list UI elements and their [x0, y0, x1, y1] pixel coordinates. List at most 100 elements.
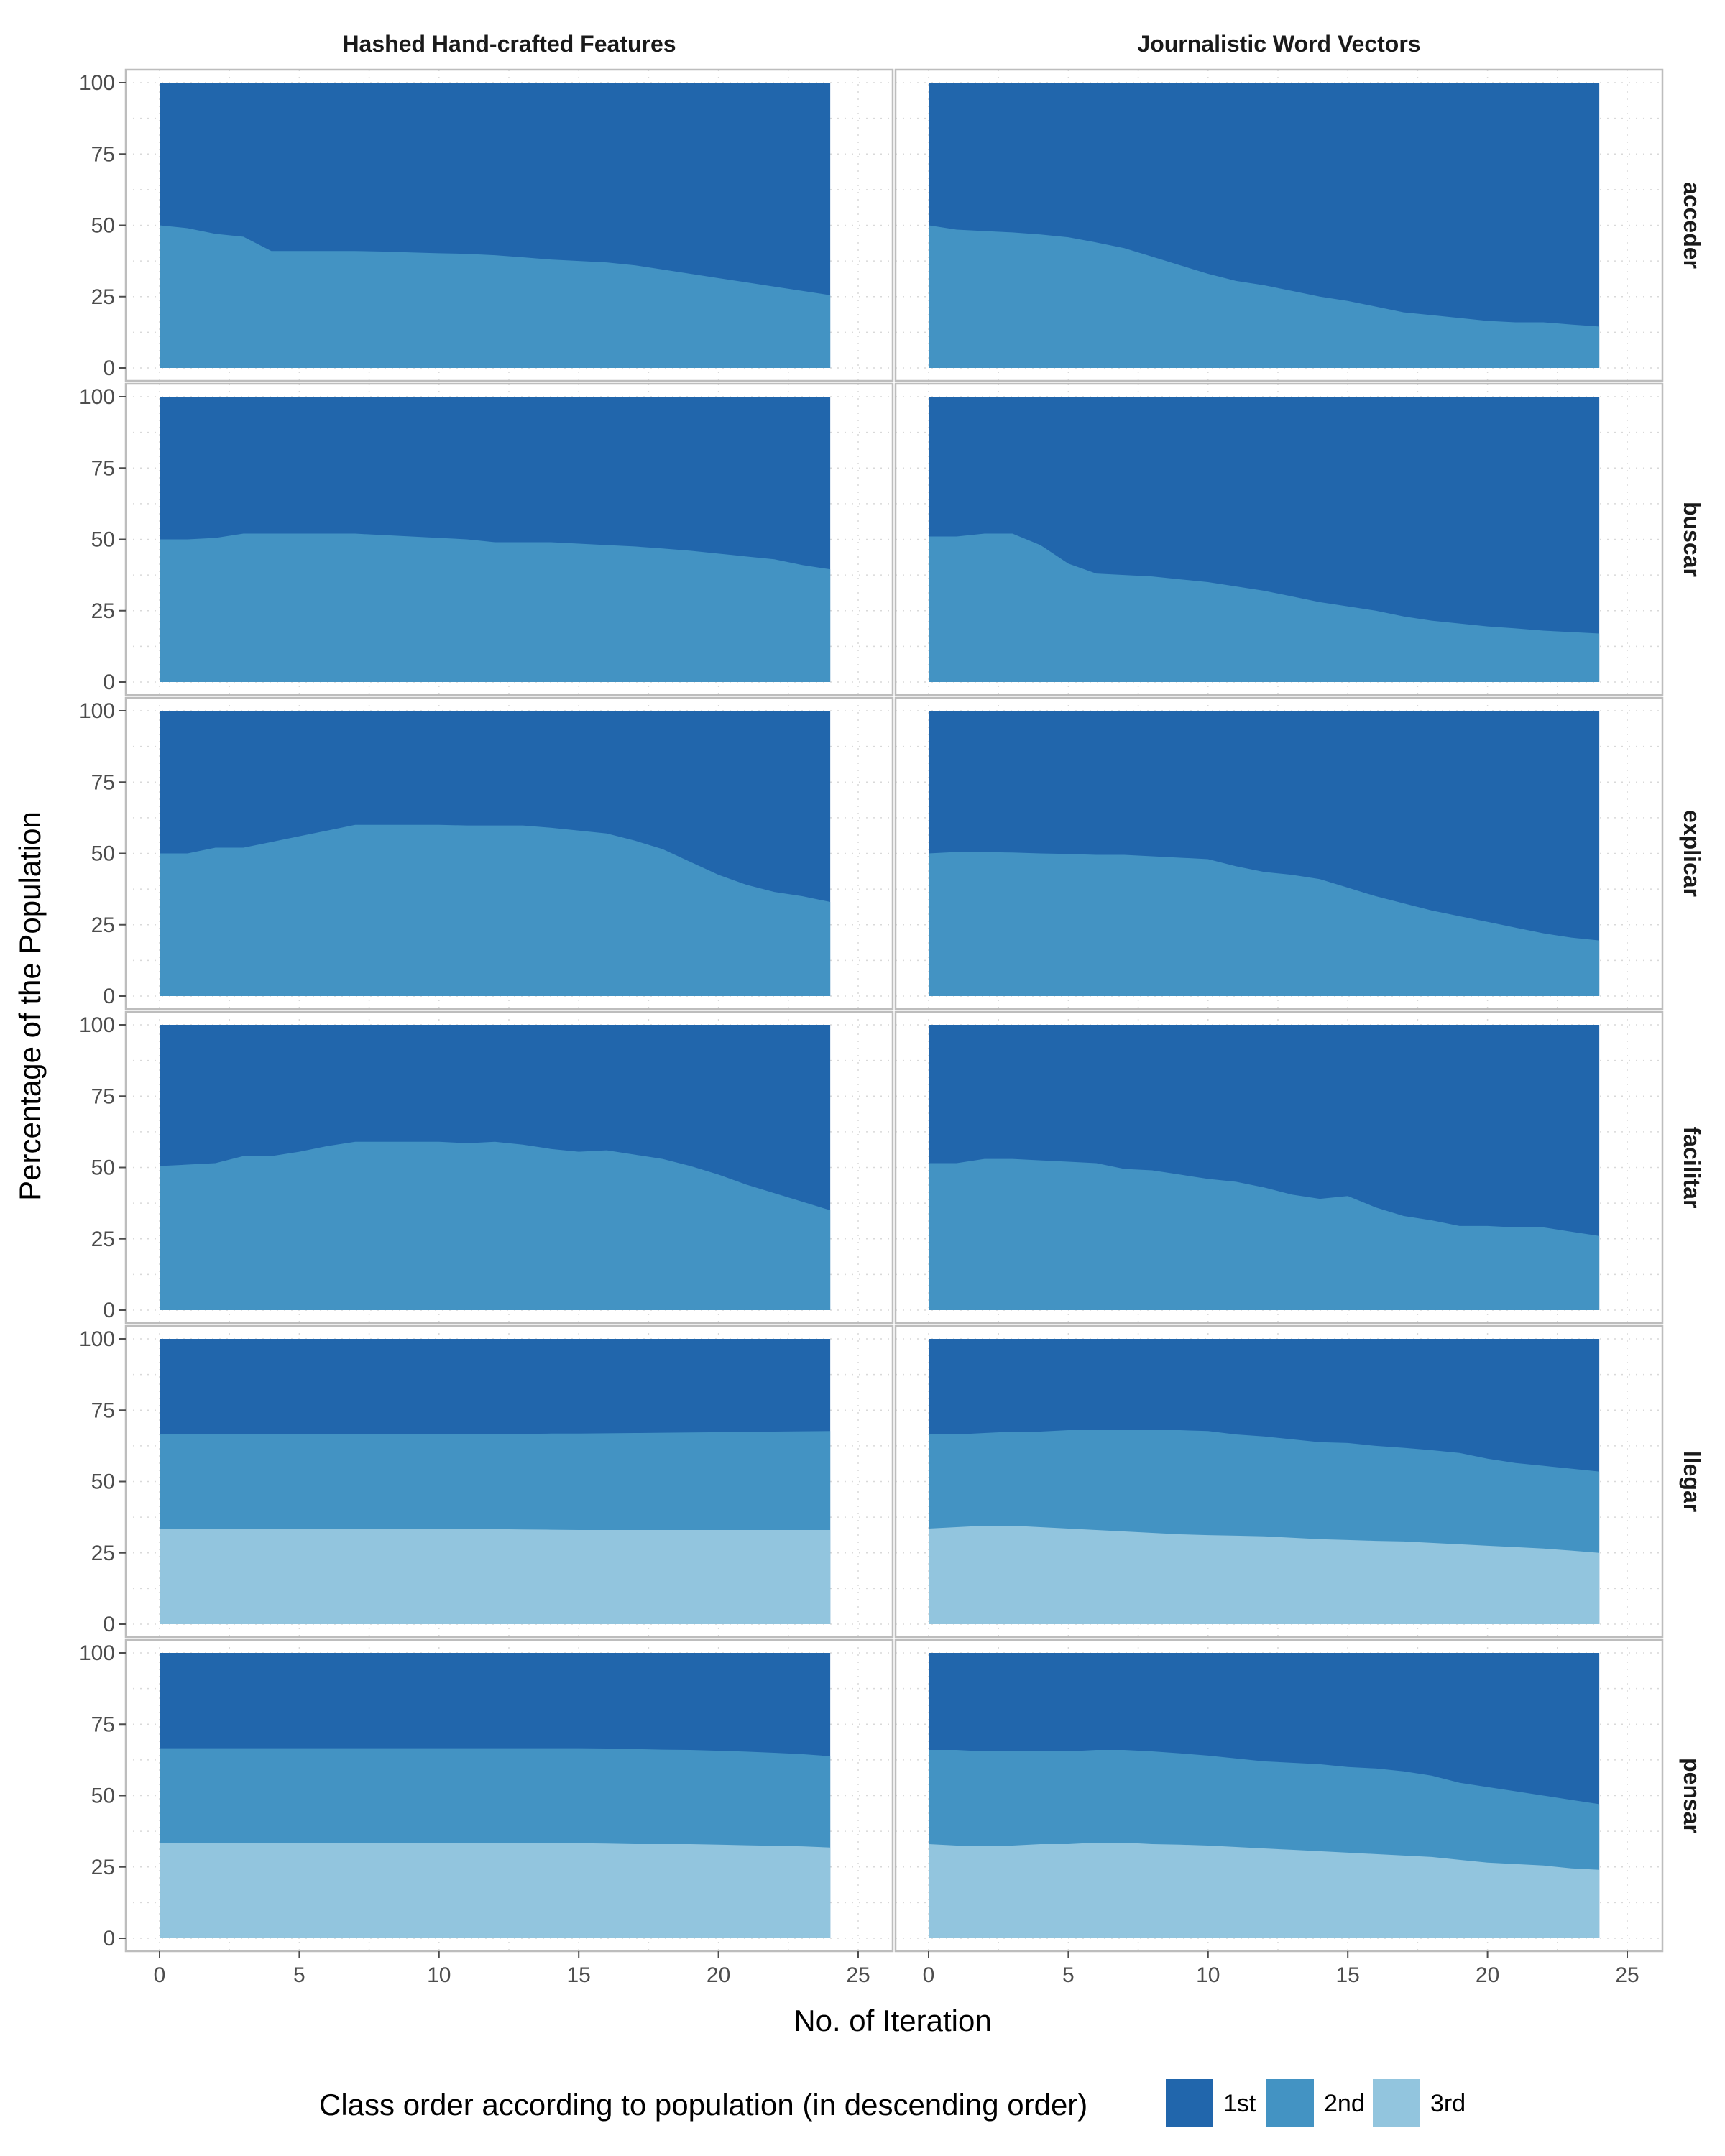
legend-item-2nd: 2nd: [1266, 2079, 1365, 2127]
area-2nd: [160, 1141, 831, 1310]
y-tick-label: 75: [91, 1399, 115, 1422]
panel-facilitar-journalistic-word-vectors: [894, 1010, 1664, 1325]
y-tick-label: 75: [91, 1084, 115, 1108]
row-label-llegar: llegar: [1679, 1451, 1705, 1512]
panel-border: [894, 1010, 1664, 1325]
area-3rd: [160, 1529, 831, 1624]
area-3rd: [929, 1843, 1600, 1938]
y-tick-label: 25: [91, 1227, 115, 1251]
panel-llegar-hashed-hand-crafted-features: [124, 1325, 894, 1639]
row-label-acceder: acceder: [1679, 182, 1705, 269]
panel-buscar-hashed-hand-crafted-features: [124, 382, 894, 696]
y-tick-label: 0: [103, 1299, 115, 1322]
column-label-hashed-hand-crafted-features: Hashed Hand-crafted Features: [342, 31, 676, 57]
x-tick-label: 0: [154, 1963, 166, 1987]
y-tick-label: 50: [91, 528, 115, 552]
y-axis-pensar: 0 25 50 75 100: [79, 1641, 126, 1950]
y-tick-label: 0: [103, 671, 115, 694]
panel-buscar-journalistic-word-vectors: [894, 382, 1664, 696]
area-2nd: [929, 852, 1600, 996]
y-tick-label: 50: [91, 842, 115, 866]
y-axis-facilitar: 0 25 50 75 100: [79, 1013, 126, 1322]
panel-facilitar-hashed-hand-crafted-features: [124, 1010, 894, 1325]
x-tick-label: 25: [846, 1963, 870, 1987]
x-tick-label: 0: [923, 1963, 935, 1987]
y-axis-title: Percentage of the Population: [13, 811, 47, 1201]
column-strip-labels: Hashed Hand-crafted Features Journalistic…: [342, 31, 1420, 57]
panel-explicar-journalistic-word-vectors: [894, 696, 1664, 1010]
y-tick-label: 75: [91, 1713, 115, 1736]
panel-llegar-journalistic-word-vectors: [894, 1325, 1664, 1639]
y-tick-label: 50: [91, 1784, 115, 1808]
legend-item-1st: 1st: [1166, 2079, 1256, 2127]
column-label-journalistic-word-vectors: Journalistic Word Vectors: [1137, 31, 1420, 57]
y-tick-label: 75: [91, 770, 115, 794]
row-label-pensar: pensar: [1679, 1758, 1705, 1833]
y-tick-label: 0: [103, 1613, 115, 1636]
x-tick-label: 10: [1196, 1963, 1220, 1987]
x-tick-label: 15: [567, 1963, 591, 1987]
row-label-buscar: buscar: [1679, 502, 1705, 577]
area-2nd: [160, 225, 831, 368]
y-tick-label: 25: [91, 913, 115, 937]
legend-title: Class order according to population (in …: [319, 2088, 1087, 2122]
x-axis-hashed-hand-crafted-features: 0 5 10 15 20 25: [154, 1951, 870, 1987]
y-tick-label: 50: [91, 1156, 115, 1180]
x-tick-label: 10: [427, 1963, 451, 1987]
x-tick-label: 5: [1062, 1963, 1075, 1987]
y-tick-label: 75: [91, 456, 115, 480]
y-axes: 0 25 50 75 100 0 25 50 75 100 0 25 50 75 100 0 25 50 75 100…: [79, 71, 126, 1950]
legend-key-2nd: [1266, 2079, 1314, 2127]
panel-border: [894, 68, 1664, 382]
legend-item-3rd: 3rd: [1373, 2079, 1466, 2127]
facet-panels: [124, 68, 1664, 1953]
row-strip-labels: acceder buscar explicar facilitar llegar pens…: [1679, 182, 1705, 1833]
area-2nd: [929, 1158, 1600, 1310]
panel-pensar-journalistic-word-vectors: [894, 1639, 1664, 1953]
panel-pensar-hashed-hand-crafted-features: [124, 1639, 894, 1953]
area-3rd: [160, 1843, 831, 1938]
y-axis-explicar: 0 25 50 75 100: [79, 699, 126, 1008]
x-axis-title: No. of Iteration: [794, 2004, 991, 2037]
y-tick-label: 100: [79, 699, 115, 723]
panel-explicar-hashed-hand-crafted-features: [124, 696, 894, 1010]
y-tick-label: 100: [79, 1013, 115, 1037]
area-3rd: [929, 1526, 1600, 1624]
x-axes: 0 5 10 15 20 25 0 5 10 15 20 25: [154, 1951, 1639, 1987]
area-2nd: [160, 824, 831, 996]
x-tick-label: 25: [1615, 1963, 1639, 1987]
area-2nd: [929, 533, 1600, 682]
y-tick-label: 50: [91, 214, 115, 238]
y-tick-label: 75: [91, 142, 115, 166]
y-tick-label: 50: [91, 1470, 115, 1494]
y-tick-label: 100: [79, 1641, 115, 1665]
panel-border: [894, 382, 1664, 696]
panel-acceder-journalistic-word-vectors: [894, 68, 1664, 382]
y-tick-label: 25: [91, 285, 115, 309]
y-tick-label: 0: [103, 356, 115, 380]
legend-label-3rd: 3rd: [1430, 2090, 1466, 2117]
row-label-facilitar: facilitar: [1679, 1127, 1705, 1209]
x-axis-journalistic-word-vectors: 0 5 10 15 20 25: [923, 1951, 1639, 1987]
legend-label-2nd: 2nd: [1324, 2090, 1365, 2117]
panel-border: [894, 696, 1664, 1010]
y-tick-label: 100: [79, 71, 115, 95]
y-tick-label: 25: [91, 1856, 115, 1879]
x-tick-label: 20: [707, 1963, 730, 1987]
x-tick-label: 20: [1476, 1963, 1499, 1987]
panel-acceder-hashed-hand-crafted-features: [124, 68, 894, 382]
x-tick-label: 5: [293, 1963, 305, 1987]
y-tick-label: 100: [79, 1327, 115, 1351]
y-axis-acceder: 0 25 50 75 100: [79, 71, 126, 380]
area-2nd: [160, 533, 831, 682]
legend-label-1st: 1st: [1223, 2090, 1256, 2117]
y-tick-label: 0: [103, 985, 115, 1008]
row-label-explicar: explicar: [1679, 810, 1705, 897]
area-2nd: [929, 225, 1600, 368]
panel-border: [894, 1639, 1664, 1953]
legend-key-3rd: [1373, 2079, 1420, 2127]
y-tick-label: 25: [91, 1542, 115, 1565]
legend: Class order according to population (in …: [319, 2079, 1466, 2127]
y-tick-label: 100: [79, 385, 115, 409]
